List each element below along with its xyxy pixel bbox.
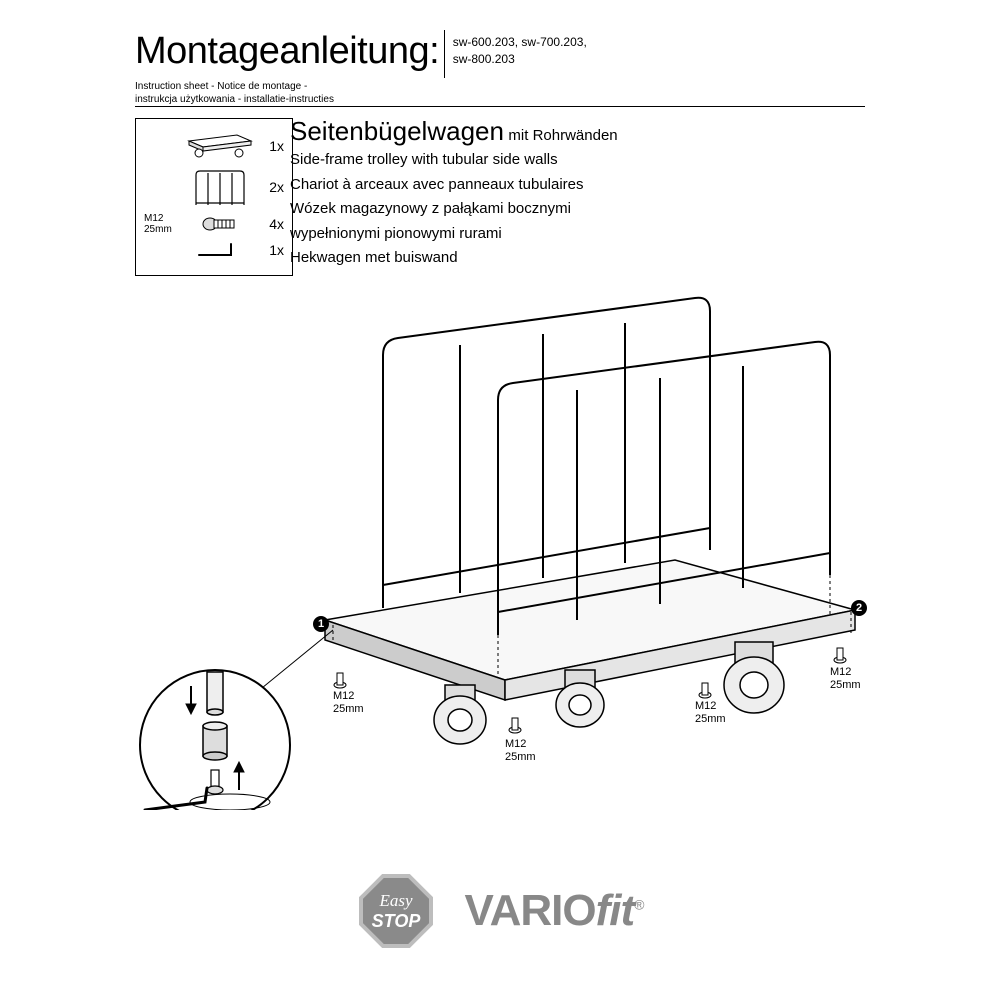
platform-qty: 1x	[262, 138, 284, 154]
product-titles: Seitenbügelwagen mit Rohrwänden Side-fra…	[290, 116, 865, 270]
models-line-1: sw-600.203, sw-700.203,	[453, 34, 587, 51]
subtitle-line-2: instrukcja użytkowania - installatie-ins…	[135, 93, 865, 106]
assembly-svg	[135, 290, 865, 810]
bolt-icon	[200, 213, 240, 235]
part-frame: 2x	[144, 167, 284, 207]
header: Montageanleitung : sw-600.203, sw-700.20…	[135, 30, 865, 106]
title-de-sub: mit Rohrwänden	[508, 127, 617, 144]
models-line-2: sw-800.203	[453, 51, 587, 68]
step-badge-1: 1	[313, 616, 329, 632]
part-wrench: 1x	[144, 241, 284, 259]
title-pl1: Wózek magazynowy z pałąkami bocznymi	[290, 198, 865, 221]
colon: :	[429, 30, 440, 73]
subtitle-line-1: Instruction sheet - Notice de montage -	[135, 80, 865, 93]
horizontal-rule	[135, 106, 865, 107]
bolt-callout-2: M12 25mm	[505, 738, 536, 764]
title-nl: Hekwagen met buiswand	[290, 247, 865, 270]
badge-line1: Easy	[378, 891, 413, 910]
frame-qty: 2x	[262, 179, 284, 195]
badge-line2: STOP	[371, 911, 421, 931]
bolt-spec: M12	[144, 213, 178, 224]
page-title: Montageanleitung	[135, 30, 429, 73]
brand-logo: VARIOfit®	[465, 886, 644, 936]
wrench-qty: 1x	[262, 242, 284, 258]
brand-part2: fit	[596, 886, 635, 935]
parts-list-box: 1x 2x M12 25mm	[135, 118, 293, 276]
registered-mark: ®	[634, 896, 643, 912]
step-badge-2: 2	[851, 600, 867, 616]
easystop-badge: Easy STOP	[357, 872, 435, 950]
title-row: Montageanleitung : sw-600.203, sw-700.20…	[135, 30, 865, 78]
title-de: Seitenbügelwagen	[290, 116, 504, 146]
brand-part1: VARIO	[465, 886, 596, 935]
title-pl2: wypełnionymi pionowymi rurami	[290, 223, 865, 246]
platform-icon	[185, 131, 255, 161]
bolt-len: 25mm	[144, 224, 178, 235]
bolt-qty: 4x	[262, 216, 284, 232]
part-platform: 1x	[144, 131, 284, 161]
bolt-callout-3: M12 25mm	[695, 700, 726, 726]
bolt-callout-1: M12 25mm	[333, 690, 364, 716]
title-de-row: Seitenbügelwagen mit Rohrwänden	[290, 116, 865, 147]
part-bolt: M12 25mm 4x	[144, 213, 284, 235]
footer: Easy STOP VARIOfit®	[0, 872, 1000, 950]
subtitle: Instruction sheet - Notice de montage - …	[135, 80, 865, 106]
model-numbers: sw-600.203, sw-700.203, sw-800.203	[453, 30, 587, 68]
vertical-divider	[444, 30, 445, 78]
instruction-sheet: Montageanleitung : sw-600.203, sw-700.20…	[0, 0, 1000, 1000]
title-fr: Chariot à arceaux avec panneaux tubulair…	[290, 174, 865, 197]
bolt-callout-4: M12 25mm	[830, 666, 861, 692]
assembly-diagram: 1 2 M12 25mm M12 25mm M12 25mm M12 25mm	[135, 290, 865, 810]
wrench-icon	[195, 241, 245, 259]
title-en: Side-frame trolley with tubular side wal…	[290, 149, 865, 172]
frame-icon	[190, 167, 250, 207]
